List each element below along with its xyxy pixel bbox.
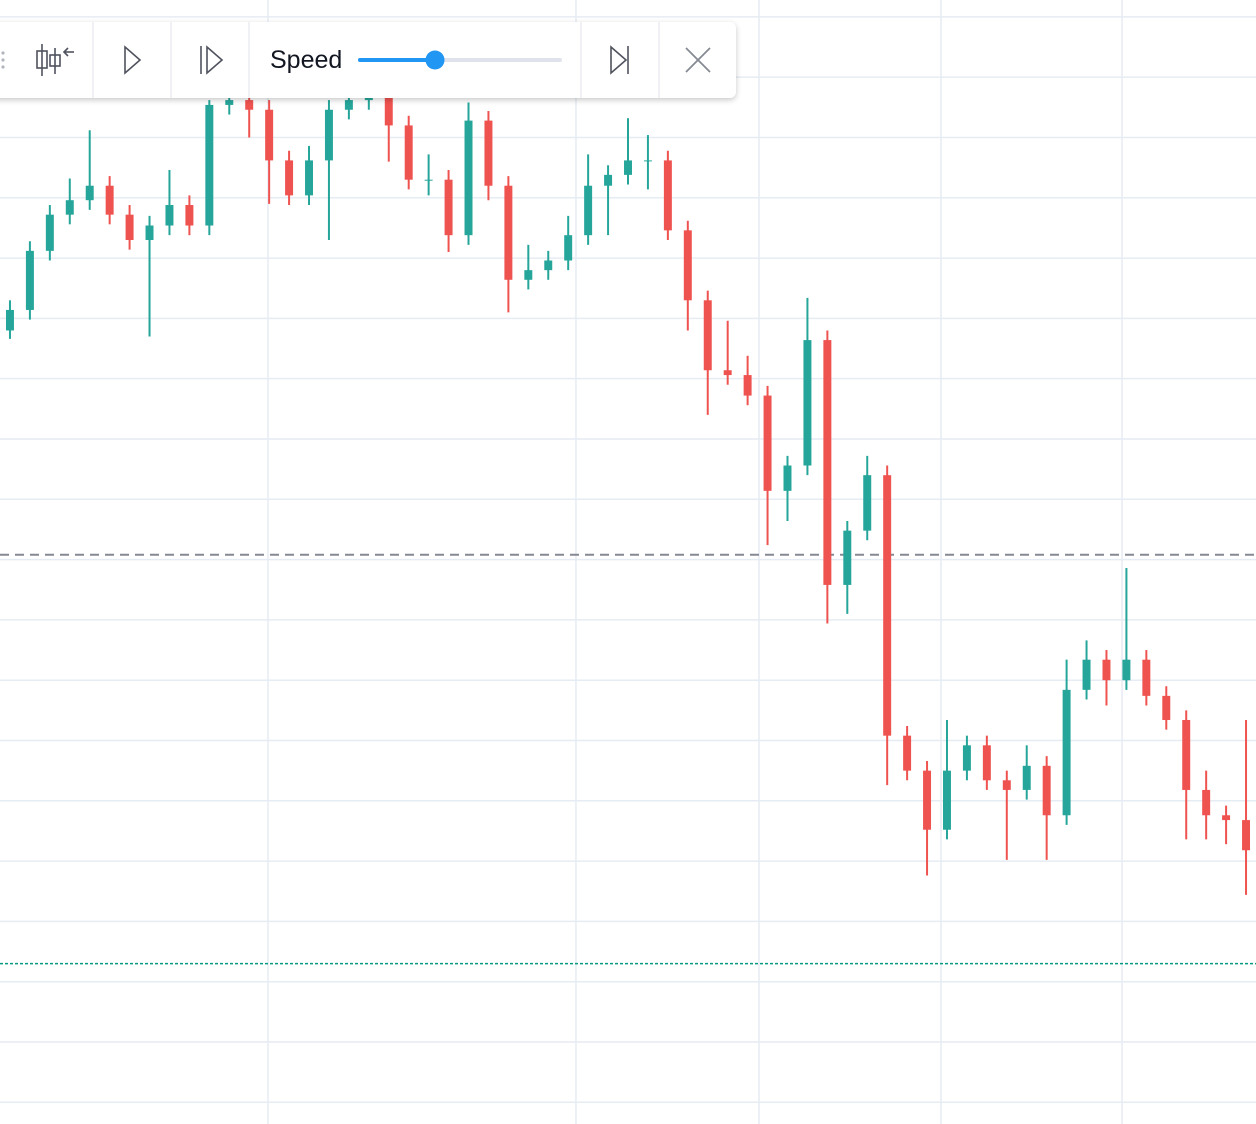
- candle-body: [982, 745, 991, 781]
- candle-body: [1042, 765, 1051, 816]
- candle-body: [145, 225, 154, 240]
- replay-toolbar: Speed: [0, 22, 736, 98]
- candle-body: [883, 475, 892, 736]
- candle-body: [185, 205, 194, 226]
- candle-body: [1182, 719, 1191, 790]
- candle-body: [643, 160, 652, 162]
- candle-body: [584, 185, 593, 236]
- candle-body: [1102, 659, 1111, 681]
- candle-body: [305, 160, 314, 196]
- candle-body: [1142, 659, 1151, 696]
- candle-body: [823, 340, 832, 585]
- candle-body: [624, 160, 632, 175]
- candle-body: [85, 185, 94, 201]
- candle-body: [763, 395, 772, 491]
- candle-body: [1162, 695, 1171, 720]
- candle-body: [404, 125, 413, 180]
- candle-body: [5, 309, 14, 331]
- candle-body: [743, 375, 752, 396]
- step-forward-button[interactable]: [200, 45, 224, 75]
- candle-body: [225, 100, 234, 105]
- candle-body: [524, 270, 533, 280]
- candle-body: [25, 250, 34, 310]
- candle-body: [1022, 765, 1031, 790]
- candle-body: [1002, 780, 1011, 790]
- candle-body: [285, 160, 294, 196]
- candle-body: [344, 100, 353, 110]
- toolbar-icons: [1, 22, 711, 98]
- close-button[interactable]: [685, 47, 711, 73]
- candle-body: [1122, 659, 1131, 681]
- candle-body: [703, 300, 712, 371]
- candle-body: [923, 770, 932, 830]
- candle-body: [803, 340, 812, 466]
- candle-body: [384, 95, 393, 126]
- candle-body: [723, 370, 732, 376]
- candle-body: [1082, 659, 1091, 690]
- select-bar-button[interactable]: [36, 44, 74, 76]
- candle-body: [105, 185, 114, 215]
- jump-to-realtime-button[interactable]: [610, 45, 629, 75]
- drag-handle[interactable]: [1, 51, 5, 69]
- candle-body: [783, 465, 792, 491]
- candle-body: [604, 174, 613, 186]
- candle-body: [424, 179, 433, 181]
- candle-body: [205, 104, 214, 226]
- candle-body: [544, 260, 553, 271]
- candle-body: [484, 120, 493, 186]
- candle-body: [245, 100, 254, 110]
- candle-body: [942, 770, 951, 830]
- play-button[interactable]: [124, 45, 142, 75]
- candle-body: [564, 235, 573, 261]
- candle-body: [504, 185, 513, 280]
- candle-body: [444, 179, 453, 236]
- candle-body: [1222, 815, 1231, 821]
- candle-body: [863, 475, 872, 531]
- candle-body: [125, 214, 134, 240]
- candle-body: [962, 745, 971, 771]
- candle-body: [1202, 789, 1211, 816]
- candle-body: [1062, 689, 1071, 816]
- speed-slider[interactable]: [358, 50, 562, 70]
- candle-body: [683, 230, 692, 301]
- candle-body: [464, 120, 473, 236]
- candle-body: [324, 109, 333, 161]
- candle-body: [903, 735, 912, 771]
- candle-body: [165, 205, 174, 226]
- candle-body: [265, 109, 274, 161]
- candle-body: [843, 530, 852, 585]
- candle-body: [663, 160, 672, 231]
- speed-label: Speed: [270, 46, 343, 74]
- candle-body: [45, 214, 54, 251]
- candle-body: [1242, 820, 1251, 851]
- candle-body: [65, 200, 74, 215]
